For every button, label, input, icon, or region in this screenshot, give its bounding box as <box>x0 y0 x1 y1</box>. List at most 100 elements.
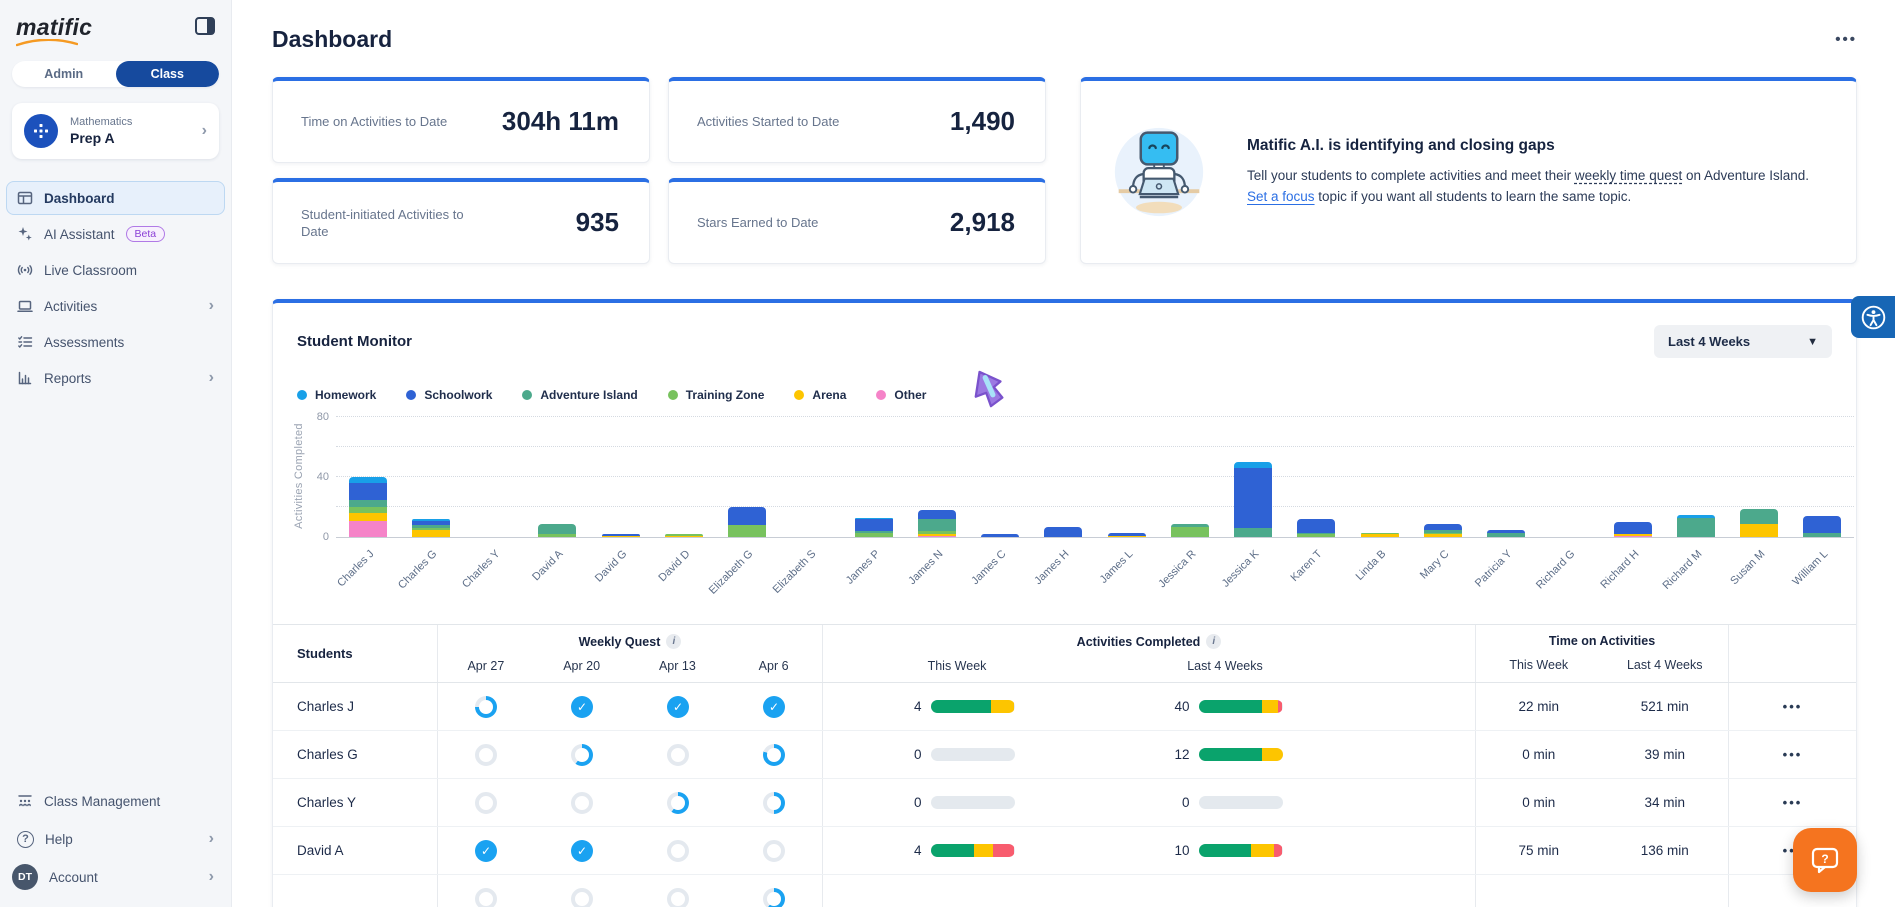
quest-cell <box>438 743 534 766</box>
page-title: Dashboard <box>272 26 393 52</box>
checklist-icon <box>17 334 33 350</box>
time-cells: 0 min 34 min <box>1475 779 1728 826</box>
sidebar-item-ai-assistant[interactable]: AI Assistant Beta <box>6 217 225 251</box>
stat-card-3: Stars Earned to Date 2,918 <box>668 178 1046 264</box>
group-label-text: Time on Activities <box>1548 634 1656 648</box>
quest-cell <box>726 743 822 766</box>
progress-segment <box>930 844 975 857</box>
sub-header-row: Apr 27 Apr 20 Apr 13 Apr 6 <box>438 649 822 682</box>
stacked-bar <box>1676 514 1715 537</box>
broadcast-icon <box>17 262 33 278</box>
activities-progress: 12 <box>1091 747 1359 762</box>
progress-segment <box>1274 844 1283 857</box>
bar-segment-adventure-island <box>1740 508 1779 524</box>
bar-slot-james-h <box>1032 526 1095 537</box>
bar-segment-schoolwork <box>1423 523 1462 530</box>
weekly-quest-cells <box>437 875 822 907</box>
stat-card-0: Time on Activities to Date 304h 11m <box>272 77 650 163</box>
accessibility-icon <box>1861 305 1885 329</box>
weekly-time-quest-link[interactable]: weekly time quest <box>1574 168 1683 183</box>
stat-card-2: Student-initiated Activities to Date 935 <box>272 178 650 264</box>
bar-slot-william-l <box>1791 516 1854 537</box>
date-range-dropdown[interactable]: Last 4 Weeks ▼ <box>1654 325 1832 358</box>
sidebar: matific Admin Class Mathematics Prep A ›… <box>0 0 232 907</box>
group-label-text: Weekly Quest <box>578 634 661 649</box>
stat-label: Stars Earned to Date <box>697 215 819 230</box>
svg-text:?: ? <box>1821 852 1828 866</box>
bar-segment-homework <box>411 519 450 521</box>
sidebar-item-label: Reports <box>44 370 92 386</box>
sidebar-nav: Dashboard AI Assistant Beta Live Classroom A… <box>0 181 231 395</box>
stat-label: Time on Activities to Date <box>301 114 448 129</box>
row-actions-button[interactable]: ••• <box>1728 731 1856 778</box>
page-more-button[interactable]: ••• <box>1835 31 1857 48</box>
progress-bar <box>930 844 1015 857</box>
bar-segment-arena <box>601 535 640 537</box>
sidebar-item-activities[interactable]: Activities › <box>6 289 225 323</box>
reports-icon <box>17 370 33 386</box>
quest-progress-ring <box>571 743 593 766</box>
header-group-time-on-activities: Time on Activities This Week Last 4 Weeks <box>1475 625 1728 682</box>
weekly-quest-cells <box>437 731 822 778</box>
info-icon[interactable]: i <box>666 634 682 649</box>
activities-progress: 10 <box>1091 843 1359 858</box>
sidebar-collapse-icon[interactable] <box>195 17 215 35</box>
bar-segment-schoolwork <box>1044 526 1083 537</box>
quest-cell <box>630 791 726 814</box>
student-name <box>273 875 437 907</box>
quest-progress-ring <box>763 887 785 907</box>
group-label: Weekly Quest i <box>438 634 822 649</box>
bar-segment-homework <box>348 477 387 483</box>
bar-slot-james-c <box>969 534 1032 537</box>
progress-bar <box>930 748 1015 761</box>
class-selector[interactable]: Mathematics Prep A › <box>12 103 219 159</box>
set-a-focus-link[interactable]: Set a focus <box>1247 189 1315 204</box>
progress-segment <box>1261 700 1279 713</box>
sidebar-item-reports[interactable]: Reports › <box>6 361 225 395</box>
y-tick-0: 0 <box>322 531 329 543</box>
bar-segment-other <box>1613 535 1652 537</box>
activities-count: 0 <box>1181 795 1190 810</box>
ai-body-text: on Adventure Island. <box>1682 168 1810 183</box>
sub-header-this-week: This Week <box>927 658 987 673</box>
row-actions-button[interactable]: ••• <box>1728 683 1856 730</box>
activities-cells: 4 40 <box>822 683 1475 730</box>
stat-value: 1,490 <box>949 106 1015 136</box>
sidebar-item-account[interactable]: DT Account › <box>6 859 225 895</box>
class-subject: Mathematics <box>70 116 133 128</box>
beta-badge: Beta <box>125 226 166 242</box>
progress-segment <box>992 844 1015 857</box>
chevron-right-icon: › <box>208 830 214 847</box>
tab-admin[interactable]: Admin <box>44 67 84 81</box>
bar-segment-adventure-island <box>854 531 893 533</box>
stacked-bar <box>917 510 956 537</box>
bar-segment-training-zone <box>1360 532 1399 534</box>
sidebar-item-help[interactable]: ? Help › <box>6 821 225 857</box>
weekly-quest-cells <box>437 779 822 826</box>
help-chat-button[interactable]: ? <box>1793 828 1857 892</box>
bar-segment-arena <box>1423 534 1462 537</box>
sidebar-item-assessments[interactable]: Assessments <box>6 325 225 359</box>
gridline-40 <box>336 476 1854 477</box>
activities-cells: 4 10 <box>822 827 1475 874</box>
sidebar-item-class-management[interactable]: Class Management <box>6 783 225 819</box>
quest-cell: ✓ <box>726 695 822 718</box>
date-range-value: Last 4 Weeks <box>1668 334 1751 349</box>
info-icon[interactable]: i <box>1206 634 1222 649</box>
bar-segment-training-zone <box>728 525 767 537</box>
sidebar-item-live-classroom[interactable]: Live Classroom <box>6 253 225 287</box>
bar-segment-schoolwork <box>728 507 767 525</box>
tab-class[interactable]: Class <box>115 61 219 87</box>
row-actions-button[interactable]: ••• <box>1728 779 1856 826</box>
sidebar-item-dashboard[interactable]: Dashboard <box>6 181 225 215</box>
progress-segment <box>1278 700 1283 713</box>
accessibility-button[interactable] <box>1851 296 1895 338</box>
stat-value: 935 <box>575 207 619 237</box>
row-actions-button[interactable] <box>1728 875 1856 907</box>
bar-segment-schoolwork <box>1487 529 1526 533</box>
stacked-bar <box>1487 529 1526 537</box>
stacked-bar <box>348 477 387 537</box>
people-icon <box>17 793 33 809</box>
quest-complete-icon: ✓ <box>475 839 497 862</box>
